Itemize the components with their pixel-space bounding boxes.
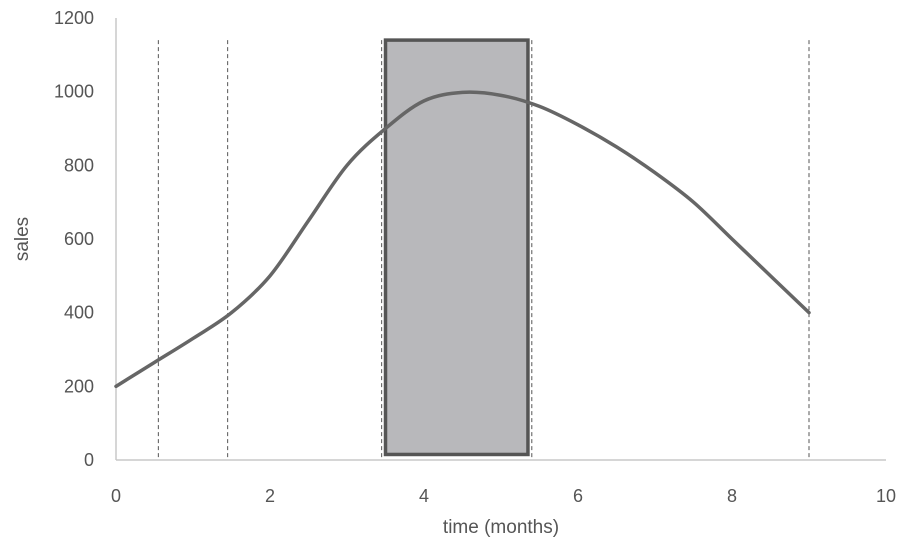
series-layer <box>114 90 811 389</box>
sales-series-line <box>114 90 811 389</box>
y-axis-label: sales <box>12 217 33 261</box>
y-tick-label: 1000 <box>54 82 94 102</box>
y-tick-label: 0 <box>84 450 94 470</box>
x-tick-label: 0 <box>111 486 121 506</box>
highlight-rect <box>383 38 530 457</box>
y-tick-label: 1200 <box>54 8 94 28</box>
y-tick-label: 400 <box>64 303 94 323</box>
x-tick-label: 4 <box>419 486 429 506</box>
x-tick-label: 2 <box>265 486 275 506</box>
y-tick-label: 800 <box>64 155 94 175</box>
x-tick-label: 8 <box>727 486 737 506</box>
x-tick-label: 6 <box>573 486 583 506</box>
y-tick-label: 200 <box>64 376 94 396</box>
x-tick-label: 10 <box>876 486 896 506</box>
y-tick-label: 600 <box>64 229 94 249</box>
highlight-rect-layer <box>383 38 530 457</box>
tick-labels-layer: 0 2 4 6 8 10 0 200 400 600 800 1000 1200 <box>54 8 896 506</box>
x-axis-label: time (months) <box>443 517 559 538</box>
